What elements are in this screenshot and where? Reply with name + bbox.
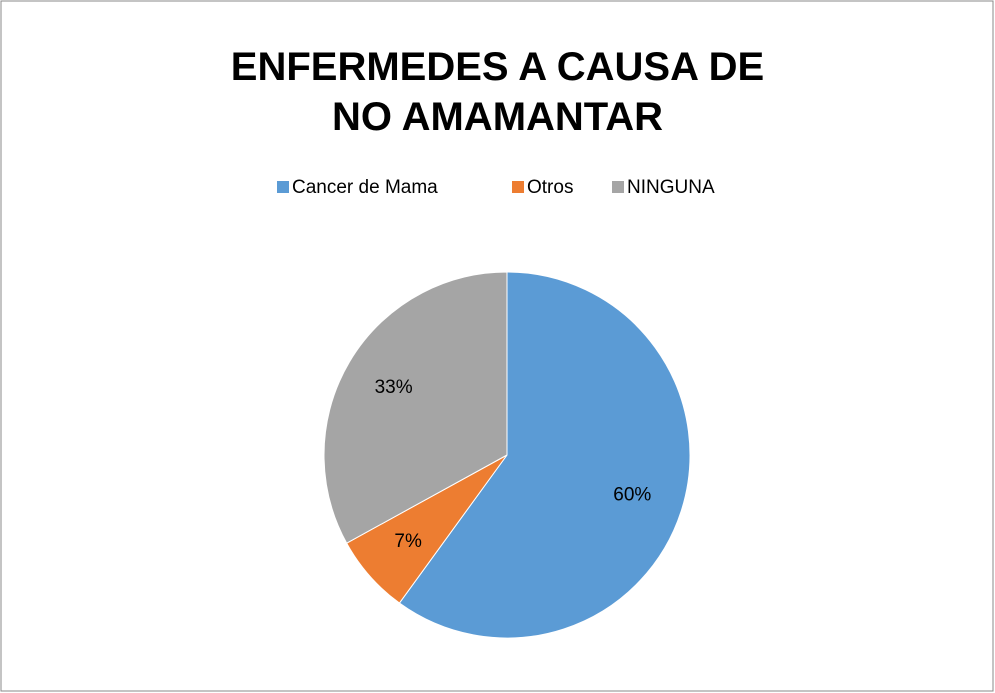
- legend-label: Cancer de Mama: [292, 177, 438, 198]
- data-label: 7%: [394, 531, 422, 552]
- legend-swatch: [512, 181, 524, 193]
- legend-swatch: [277, 181, 289, 193]
- data-label: 60%: [613, 485, 651, 506]
- legend-label: NINGUNA: [627, 177, 715, 198]
- chart-title: ENFERMEDES A CAUSA DE NO AMAMANTAR: [230, 45, 765, 139]
- pie-slice: [323, 271, 508, 544]
- legend-swatch: [612, 181, 624, 193]
- legend-label: Otros: [527, 177, 573, 198]
- pie-slice: [398, 271, 691, 639]
- data-label: 33%: [375, 377, 413, 398]
